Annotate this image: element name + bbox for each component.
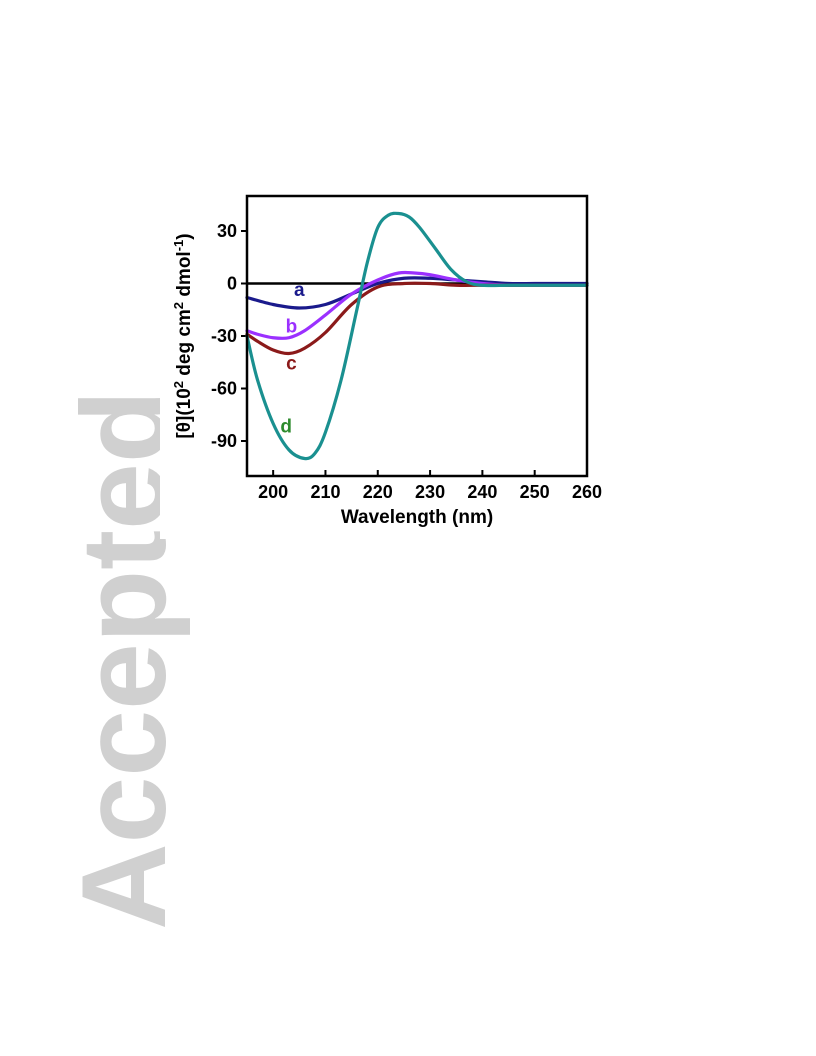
axes-group: 200 210 220 230 240 250 260 30 0 -30 -60 -90 [211, 221, 602, 502]
series-label-c: c [286, 353, 297, 374]
y-axis-label-part: ) [174, 233, 195, 239]
x-axis-label: Wavelength (nm) [341, 507, 493, 528]
x-tick-label: 230 [415, 482, 445, 502]
x-tick-label: 220 [363, 482, 393, 502]
plot-frame [245, 194, 589, 478]
series-line-d [245, 211, 589, 461]
x-tick-label: 200 [258, 482, 288, 502]
y-axis-label-part: dmol [174, 251, 195, 302]
y-tick-label: -30 [211, 326, 237, 346]
series-label-d: d [280, 416, 292, 437]
y-tick-label: 30 [217, 221, 237, 241]
y-axis-label-superscript: -1 [171, 240, 186, 252]
y-tick-label: 0 [227, 274, 237, 294]
labels-group: abc d [280, 280, 305, 438]
y-axis-label: [θ](102 deg cm2 dmol-1) [171, 233, 196, 438]
x-tick-label: 260 [572, 482, 602, 502]
series-group [245, 211, 589, 461]
y-axis-label-superscript: 2 [171, 302, 186, 309]
y-tick-label: -90 [211, 431, 237, 451]
y-axis-label-part: [θ](10 [174, 388, 195, 438]
y-axis-label-part: deg cm [174, 309, 195, 381]
x-tick-label: 240 [467, 482, 497, 502]
x-tick-label: 210 [310, 482, 340, 502]
x-tick-label: 250 [520, 482, 550, 502]
y-tick-label: -60 [211, 379, 237, 399]
y-axis-label-superscript: 2 [171, 381, 186, 388]
cd-spectrum-chart: 200 210 220 230 240 250 260 30 0 -30 -60 -90 abc d W… [171, 194, 602, 528]
series-line-a [245, 276, 589, 310]
series-label-a: a [294, 280, 305, 301]
series-label-b: b [286, 317, 298, 338]
